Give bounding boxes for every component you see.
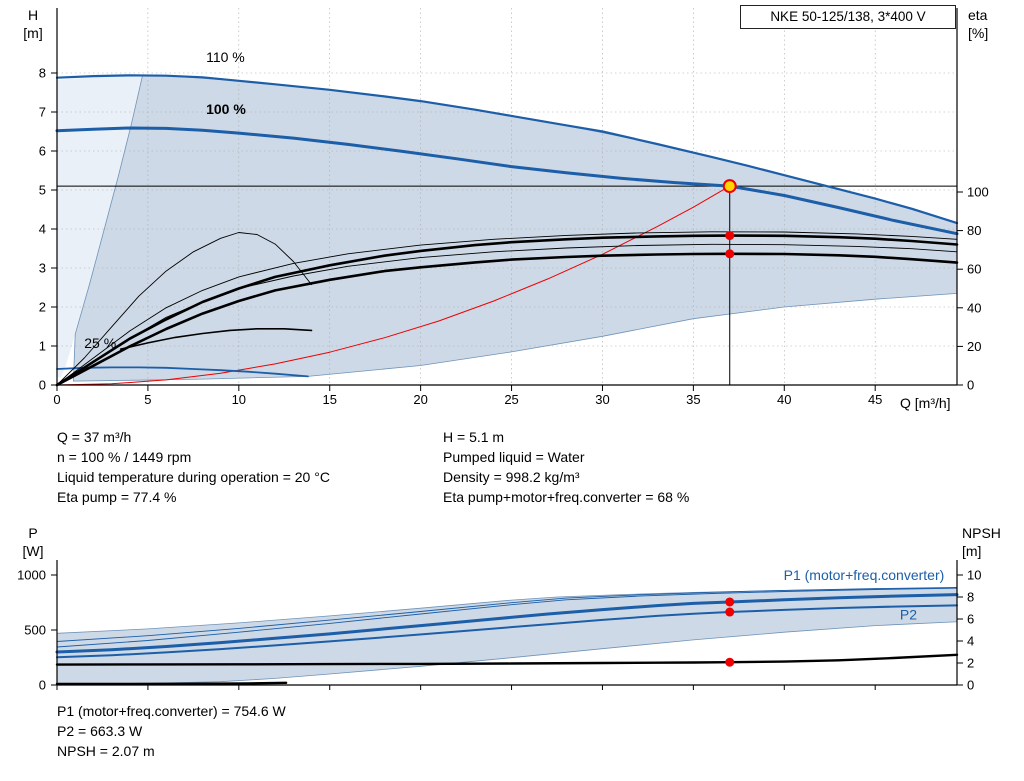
info-line: NPSH = 2.07 m bbox=[57, 743, 155, 759]
eta-axis-symbol: eta bbox=[968, 7, 988, 23]
eta-tick-label: 40 bbox=[967, 300, 981, 315]
curve-qh_25 bbox=[56, 366, 309, 378]
h-tick-label: 3 bbox=[39, 261, 46, 276]
p-tick-label: 1000 bbox=[17, 568, 46, 583]
eta-tick-label: 80 bbox=[967, 223, 981, 238]
q-tick-label: 25 bbox=[504, 392, 518, 407]
curve-eta_arc bbox=[56, 232, 312, 386]
speed-curve-label: 25 % bbox=[84, 335, 116, 351]
curve-p_thin_2 bbox=[56, 587, 958, 642]
h-tick-label: 4 bbox=[39, 222, 46, 237]
q-tick-label: 40 bbox=[777, 392, 791, 407]
eta-tick-label: 100 bbox=[967, 185, 989, 200]
info-line: Pumped liquid = Water bbox=[443, 449, 585, 465]
power-duty-point-1 bbox=[725, 607, 735, 617]
h-tick-label: 8 bbox=[39, 66, 46, 81]
h-axis-unit: [m] bbox=[23, 25, 43, 41]
duty-info-right: H = 5.1 m Pumped liquid = Water Density … bbox=[443, 427, 689, 507]
power-duty-point-0 bbox=[725, 597, 735, 607]
h-tick-label: 2 bbox=[39, 300, 46, 315]
q-tick-label: 30 bbox=[595, 392, 609, 407]
info-line: Density = 998.2 kg/m³ bbox=[443, 469, 580, 485]
q-tick-label: 20 bbox=[413, 392, 427, 407]
q-tick-label: 35 bbox=[686, 392, 700, 407]
h-tick-label: 5 bbox=[39, 183, 46, 198]
speed-curve-label: 100 % bbox=[206, 101, 246, 117]
eta-axis-unit-label: eta [%] bbox=[968, 6, 988, 42]
pump-model-title: NKE 50-125/138, 3*400 V bbox=[740, 5, 956, 29]
npsh-axis-symbol: NPSH bbox=[962, 525, 1001, 541]
curve-npsh bbox=[55, 653, 959, 666]
power-info: P1 (motor+freq.converter) = 754.6 W P2 =… bbox=[57, 701, 286, 761]
npsh-axis-unit-label: NPSH [m] bbox=[962, 524, 1001, 560]
curve-qh_100 bbox=[55, 126, 959, 236]
eta-tick-label: 60 bbox=[967, 262, 981, 277]
curve-eta_thin_1 bbox=[56, 231, 958, 386]
p-tick-label: 500 bbox=[24, 623, 46, 638]
info-line: Eta pump = 77.4 % bbox=[57, 489, 177, 505]
npsh-tick-label: 0 bbox=[967, 678, 974, 693]
q-tick-label: 5 bbox=[144, 392, 151, 407]
info-line: n = 100 % / 1449 rpm bbox=[57, 449, 192, 465]
power-curve-label: P1 (motor+freq.converter) bbox=[784, 567, 945, 583]
q-tick-label: 15 bbox=[322, 392, 336, 407]
speed-curve-label: 110 % bbox=[206, 49, 245, 65]
p-tick-label: 0 bbox=[39, 678, 46, 693]
npsh-tick-label: 4 bbox=[967, 634, 974, 649]
npsh-tick-label: 6 bbox=[967, 612, 974, 627]
operating-range-region bbox=[72, 75, 958, 382]
h-tick-label: 7 bbox=[39, 105, 46, 120]
curve-p1 bbox=[55, 593, 959, 654]
h-axis-unit-label: H [m] bbox=[16, 6, 50, 42]
info-line: H = 5.1 m bbox=[443, 429, 505, 445]
power-curve-label: P2 bbox=[900, 607, 917, 623]
eta-axis-unit: [%] bbox=[968, 25, 989, 41]
curve-qh_110 bbox=[55, 74, 959, 225]
h-tick-label: 1 bbox=[39, 339, 46, 354]
q-tick-label: 10 bbox=[232, 392, 246, 407]
npsh-axis-unit: [m] bbox=[962, 543, 982, 559]
eta-duty-point-0 bbox=[725, 231, 735, 241]
info-line: P1 (motor+freq.converter) = 754.6 W bbox=[57, 703, 286, 719]
h-tick-label: 6 bbox=[39, 144, 46, 159]
p-axis-unit-label: P [W] bbox=[16, 524, 50, 560]
curve-eta_pump bbox=[55, 234, 959, 387]
q-axis-label: Q [m³/h] bbox=[900, 395, 951, 411]
q-tick-label: 0 bbox=[53, 392, 60, 407]
npsh-tick-label: 8 bbox=[967, 590, 974, 605]
curve-p_thin_1 bbox=[56, 587, 958, 648]
p-axis-unit: [W] bbox=[22, 543, 44, 559]
info-line: Q = 37 m³/h bbox=[57, 429, 132, 445]
eta-tick-label: 0 bbox=[967, 378, 974, 393]
p-axis-symbol: P bbox=[28, 525, 38, 541]
npsh-tick-label: 10 bbox=[967, 568, 981, 583]
q-tick-label: 45 bbox=[868, 392, 882, 407]
h-axis-symbol: H bbox=[27, 7, 39, 23]
eta-duty-point-1 bbox=[725, 249, 735, 259]
curve-small_arc bbox=[119, 328, 313, 350]
duty-info-left: Q = 37 m³/h n = 100 % / 1449 rpm Liquid … bbox=[57, 427, 330, 507]
info-line: Eta pump+motor+freq.converter = 68 % bbox=[443, 489, 690, 505]
power-duty-point-2 bbox=[725, 657, 735, 667]
info-line: Liquid temperature during operation = 20… bbox=[57, 469, 330, 485]
info-line: P2 = 663.3 W bbox=[57, 723, 143, 739]
h-tick-label: 0 bbox=[39, 378, 46, 393]
eta-tick-label: 20 bbox=[967, 339, 981, 354]
curve-p2 bbox=[56, 604, 958, 659]
curve-npsh_low bbox=[55, 681, 288, 686]
curve-eta_total bbox=[55, 252, 959, 387]
duty-point[interactable] bbox=[722, 179, 737, 194]
npsh-tick-label: 2 bbox=[967, 656, 974, 671]
curve-control bbox=[56, 185, 731, 386]
